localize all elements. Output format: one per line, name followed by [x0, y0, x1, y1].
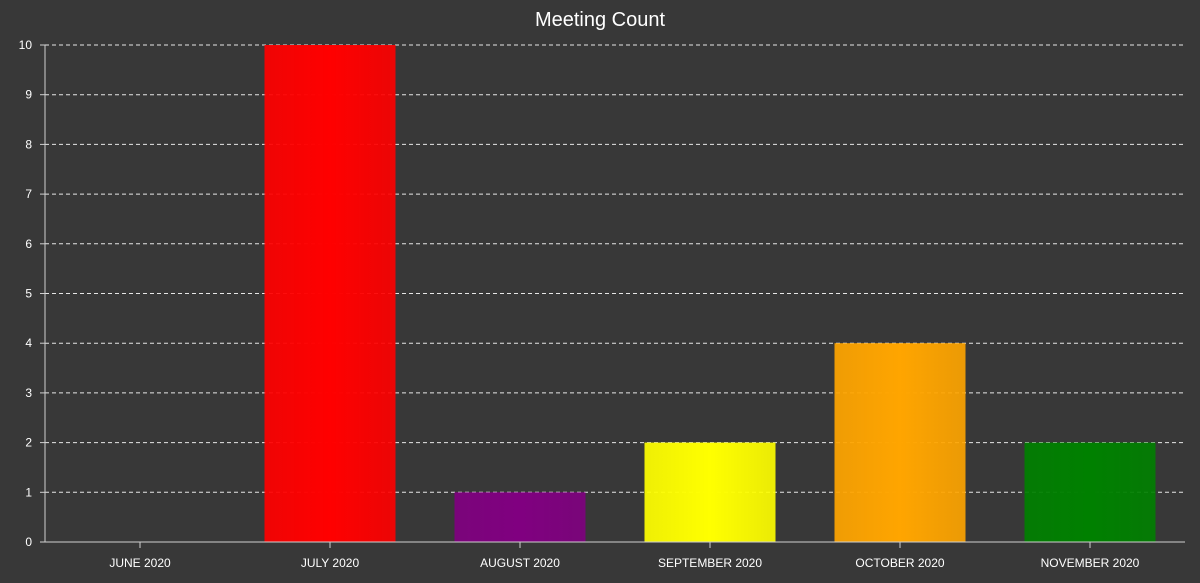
y-tick-label: 10 — [19, 38, 33, 52]
y-axis-ticks: 0 1 2 3 4 5 6 7 8 9 10 — [19, 38, 45, 549]
bars — [264, 45, 1156, 542]
x-tick-label: JUNE 2020 — [109, 556, 171, 570]
y-tick-label: 5 — [25, 287, 32, 301]
x-tick-label: OCTOBER 2020 — [855, 556, 944, 570]
y-tick-label: 8 — [25, 137, 32, 151]
bar-november-2020[interactable] — [1024, 442, 1156, 542]
chart-title: Meeting Count — [535, 9, 666, 31]
y-tick-label: 7 — [25, 187, 32, 201]
y-tick-label: 0 — [25, 535, 32, 549]
x-tick-label: NOVEMBER 2020 — [1041, 556, 1140, 570]
bar-july-2020[interactable] — [264, 45, 396, 542]
x-tick-label: JULY 2020 — [301, 556, 360, 570]
x-axis-ticks: JUNE 2020 JULY 2020 AUGUST 2020 SEPTEMBER 2… — [109, 542, 1140, 570]
x-tick-label: SEPTEMBER 2020 — [658, 556, 762, 570]
grid-lines — [45, 44, 1185, 493]
x-tick-label: AUGUST 2020 — [480, 556, 560, 570]
y-tick-label: 9 — [25, 88, 32, 102]
bar-september-2020[interactable] — [644, 442, 776, 542]
y-tick-label: 2 — [25, 436, 32, 450]
y-tick-label: 1 — [25, 485, 32, 499]
bar-august-2020[interactable] — [454, 492, 586, 542]
y-tick-label: 3 — [25, 386, 32, 400]
bar-october-2020[interactable] — [834, 343, 966, 542]
y-tick-label: 4 — [25, 336, 32, 350]
y-tick-label: 6 — [25, 237, 32, 251]
